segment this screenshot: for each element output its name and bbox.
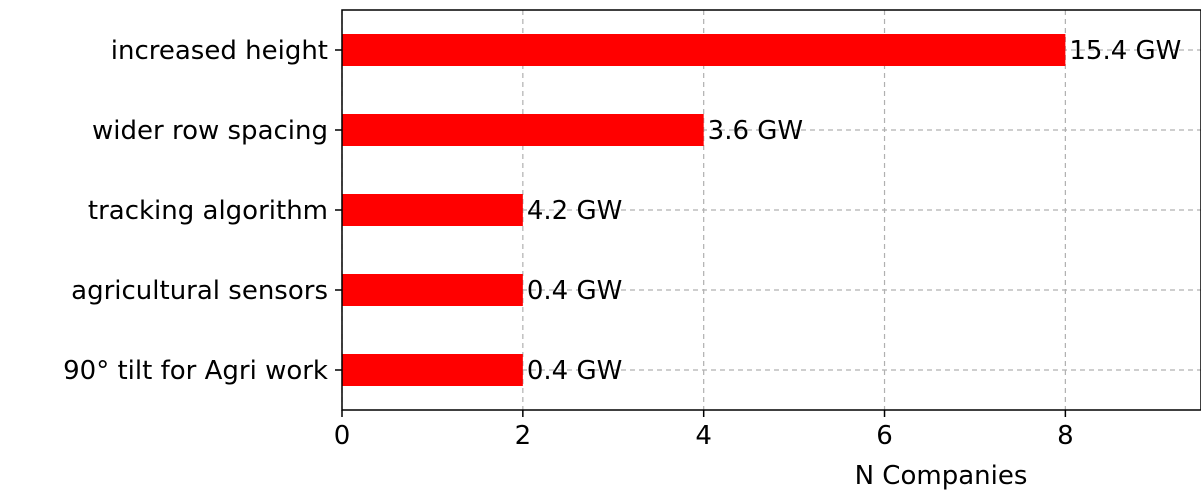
bar-value-labels: 15.4 GW 3.6 GW 4.2 GW 0.4 GW 0.4 GW xyxy=(527,36,1182,386)
y-tick-label-1: wider row spacing xyxy=(92,116,328,146)
bar-4 xyxy=(342,354,523,386)
y-tick-label-4: 90° tilt for Agri work xyxy=(63,356,328,386)
x-axis-label: N Companies xyxy=(855,461,1028,491)
y-tick-label-2: tracking algorithm xyxy=(88,196,328,226)
x-tick-label-1: 2 xyxy=(515,421,532,451)
x-tick-label-4: 8 xyxy=(1057,421,1074,451)
x-tick-label-0: 0 xyxy=(334,421,351,451)
x-tick-label-3: 6 xyxy=(876,421,893,451)
bar-value-label-1: 3.6 GW xyxy=(708,116,803,146)
bar-1 xyxy=(342,114,704,146)
bars xyxy=(342,34,1066,386)
bar-2 xyxy=(342,194,523,226)
bar-value-label-0: 15.4 GW xyxy=(1069,36,1181,66)
y-axis-ticks: increased height wider row spacing trackin… xyxy=(63,36,342,386)
bar-value-label-4: 0.4 GW xyxy=(527,356,622,386)
bar-value-label-2: 4.2 GW xyxy=(527,196,622,226)
x-tick-label-2: 4 xyxy=(695,421,712,451)
bar-value-label-3: 0.4 GW xyxy=(527,276,622,306)
bar-0 xyxy=(342,34,1066,66)
y-tick-label-0: increased height xyxy=(111,36,328,66)
x-axis-ticks: 0 2 4 6 8 xyxy=(334,410,1074,451)
y-tick-label-3: agricultural sensors xyxy=(71,276,328,306)
bar-3 xyxy=(342,274,523,306)
